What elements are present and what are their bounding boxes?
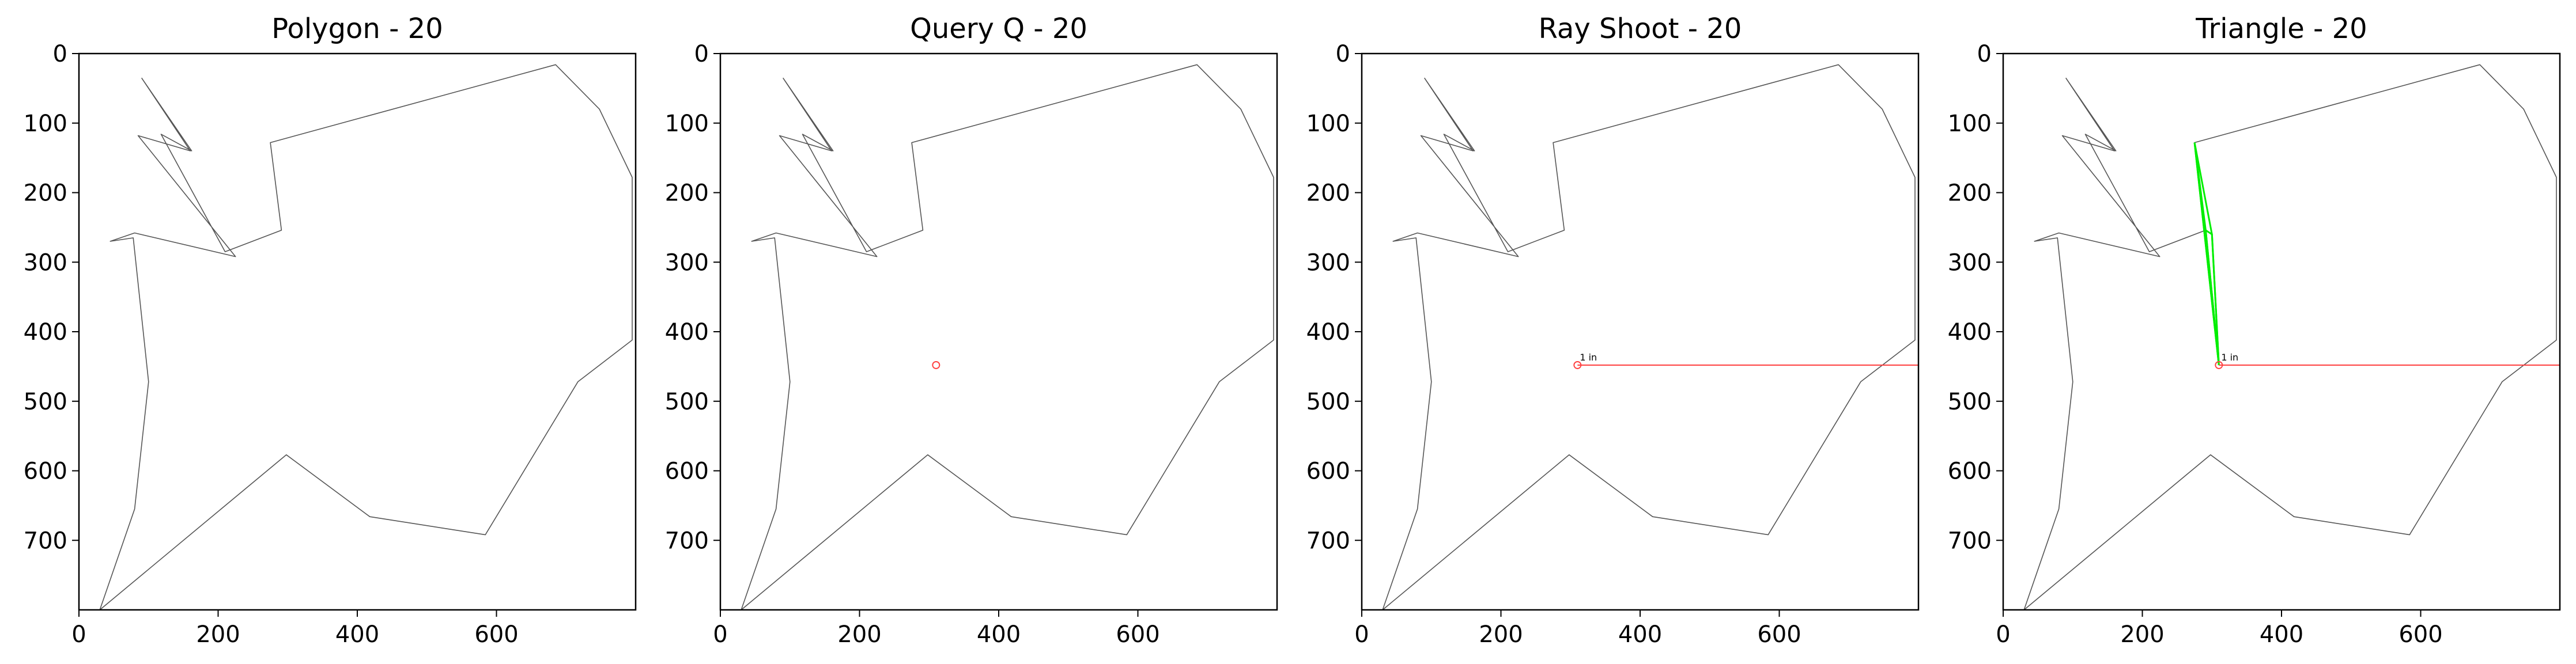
x-tick-label: 200 [837, 621, 881, 648]
panel-title: Triangle - 20 [2195, 13, 2367, 45]
y-tick-label: 200 [1948, 180, 1992, 207]
x-tick-label: 0 [713, 621, 727, 648]
y-tick-label: 0 [694, 41, 709, 67]
y-tick-label: 0 [53, 41, 67, 67]
plot-area: 0 200 400 600 0 100 200 300 400 500 600 700 [665, 41, 1278, 648]
y-tick-label: 100 [24, 111, 67, 137]
plot-content [741, 64, 1274, 610]
y-tick-label: 0 [1336, 41, 1350, 67]
y-tick-label: 500 [24, 389, 67, 415]
polygon-outline [741, 64, 1274, 610]
y-tick-label: 300 [665, 249, 709, 276]
x-tick-label: 200 [2120, 621, 2164, 648]
y-tick-label: 100 [665, 111, 709, 137]
x-tick-label: 600 [1116, 621, 1159, 648]
x-tick-label: 400 [1618, 621, 1662, 648]
polygon-outline [1382, 64, 1916, 610]
polygon-outline [2023, 64, 2557, 610]
y-tick-label: 400 [24, 319, 67, 346]
ray-annotation: 1 in [2221, 352, 2238, 363]
query-point [932, 361, 940, 369]
y-tick-label: 600 [1306, 458, 1350, 485]
y-tick-label: 700 [1306, 528, 1350, 554]
y-tick-label: 300 [1948, 249, 1992, 276]
x-tick-label: 600 [2399, 621, 2442, 648]
y-tick-label: 600 [1948, 458, 1992, 485]
y-tick-label: 500 [1948, 389, 1992, 415]
y-tick-label: 600 [24, 458, 67, 485]
x-tick-label: 400 [335, 621, 379, 648]
y-tick-label: 200 [24, 180, 67, 207]
x-tick-label: 0 [1354, 621, 1369, 648]
y-tick-label: 200 [665, 180, 709, 207]
x-tick-label: 600 [474, 621, 518, 648]
x-tick-label: 400 [2260, 621, 2303, 648]
x-tick-label: 200 [1479, 621, 1523, 648]
y-tick-label: 400 [1948, 319, 1992, 346]
panel-title: Ray Shoot - 20 [1539, 13, 1742, 45]
x-tick-label: 0 [71, 621, 86, 648]
x-tick-label: 0 [1996, 621, 2010, 648]
panel-triangle: Triangle - 20 1 in 0 200 400 600 0 100 200 300 40… [1948, 13, 2561, 648]
panel-query: Query Q - 20 0 200 400 600 0 100 200 300 400 500 6… [665, 13, 1278, 648]
y-tick-label: 600 [665, 458, 709, 485]
y-tick-label: 500 [665, 389, 709, 415]
y-tick-label: 700 [24, 528, 67, 554]
plot-area: 0 200 400 600 0 100 200 300 400 500 600 700 [24, 41, 637, 648]
y-tick-label: 400 [665, 319, 709, 346]
ray-annotation: 1 in [1580, 352, 1597, 363]
y-tick-label: 300 [1306, 249, 1350, 276]
query-point [2215, 361, 2223, 369]
x-tick-label: 600 [1757, 621, 1801, 648]
y-tick-label: 700 [665, 528, 709, 554]
plot-content [99, 64, 633, 610]
plot-area: 1 in 0 200 400 600 0 100 200 300 400 500 600 700 [1948, 41, 2561, 648]
y-tick-label: 700 [1948, 528, 1992, 554]
panel-title: Query Q - 20 [910, 13, 1087, 45]
y-tick-label: 200 [1306, 180, 1350, 207]
panel-ray-shoot: Ray Shoot - 20 1 in 0 200 400 600 0 100 200 300 4… [1306, 13, 1920, 648]
y-tick-label: 100 [1306, 111, 1350, 137]
panel-title: Polygon - 20 [271, 13, 443, 45]
x-tick-label: 200 [196, 621, 240, 648]
x-tick-label: 400 [977, 621, 1021, 648]
y-tick-label: 500 [1306, 389, 1350, 415]
y-tick-label: 300 [24, 249, 67, 276]
y-tick-label: 0 [1977, 41, 1992, 67]
plot-area: 1 in 0 200 400 600 0 100 200 300 400 500 600 700 [1306, 41, 1920, 648]
y-tick-label: 400 [1306, 319, 1350, 346]
triangle-edge [2204, 228, 2220, 366]
plot-content: 1 in [2023, 64, 2560, 610]
panel-polygon: Polygon - 20 0 200 400 600 0 100 200 300 400 500 6… [24, 13, 637, 648]
query-point [1573, 361, 1582, 369]
y-tick-label: 100 [1948, 111, 1992, 137]
polygon-outline [99, 64, 633, 610]
plot-content: 1 in [1382, 64, 1918, 610]
